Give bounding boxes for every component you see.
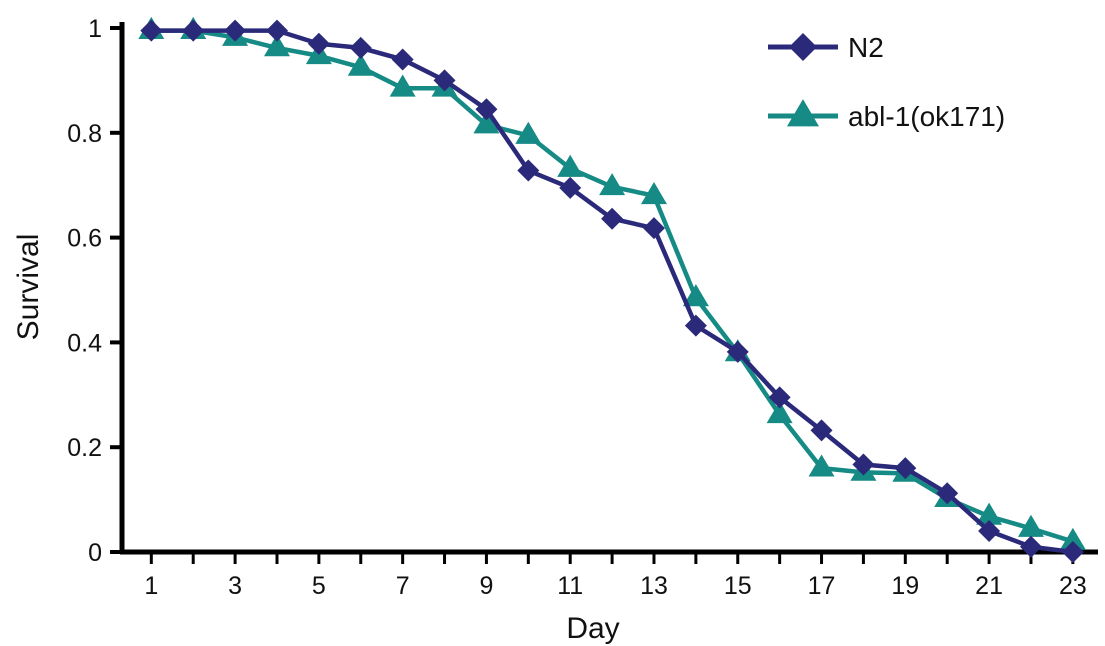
data-point <box>766 401 793 424</box>
data-point <box>1017 514 1044 537</box>
axes <box>119 22 1098 555</box>
x-ticks: 1 3 5 7 9 11 13 15 17 19 21 23 <box>144 552 1087 600</box>
x-tick-label: 23 <box>1059 572 1087 600</box>
legend-marker <box>789 33 817 61</box>
x-tick-label: 21 <box>975 572 1003 600</box>
series-n2 <box>140 19 1084 563</box>
legend-item-n2: N2 <box>768 32 884 63</box>
data-point <box>852 453 875 476</box>
data-point <box>140 19 163 42</box>
x-tick-label: 11 <box>557 572 583 600</box>
data-point <box>1061 541 1084 563</box>
data-point <box>601 207 624 230</box>
y-tick-label: 1 <box>88 15 102 43</box>
data-point <box>557 154 584 177</box>
data-point <box>433 69 456 92</box>
data-point <box>976 502 1003 525</box>
data-point <box>265 19 288 42</box>
legend-label: abl-1(ok171) <box>848 101 1005 132</box>
data-point <box>182 19 205 42</box>
legend: N2 abl-1(ok171) <box>768 32 1005 132</box>
data-point <box>263 34 290 57</box>
x-tick-label: 5 <box>312 572 326 600</box>
data-point <box>1019 535 1042 558</box>
data-point <box>768 386 791 409</box>
legend-item-abl-1: abl-1(ok171) <box>768 99 1005 132</box>
data-point <box>307 32 330 55</box>
y-axis-title: Survival <box>12 234 45 341</box>
y-tick-label: 0 <box>88 539 102 567</box>
x-tick-label: 15 <box>724 572 752 600</box>
x-tick-label: 1 <box>144 572 158 600</box>
data-point <box>640 181 667 205</box>
data-point <box>473 111 500 134</box>
series-abl-1 <box>138 16 1086 550</box>
data-point <box>389 74 416 97</box>
data-point <box>391 48 414 71</box>
y-tick-label: 0.2 <box>67 434 102 462</box>
data-point <box>642 217 665 240</box>
data-point <box>517 159 540 182</box>
data-point <box>349 36 372 59</box>
data-point <box>347 53 374 76</box>
data-point <box>936 482 959 505</box>
y-tick-label: 0.4 <box>67 329 102 357</box>
y-tick-label: 0.6 <box>67 225 102 253</box>
data-point <box>682 284 709 307</box>
x-tick-label: 19 <box>891 572 919 600</box>
data-point <box>559 176 582 199</box>
series-layer <box>138 16 1086 563</box>
x-tick-label: 13 <box>640 572 668 600</box>
data-point <box>599 173 626 196</box>
legend-label: N2 <box>848 32 884 63</box>
x-tick-label: 3 <box>228 572 242 600</box>
y-tick-label: 0.8 <box>67 120 102 148</box>
x-tick-label: 7 <box>396 572 410 600</box>
legend-marker <box>787 99 819 127</box>
data-point <box>894 457 917 480</box>
x-tick-label: 9 <box>479 572 493 600</box>
data-point <box>726 340 749 363</box>
data-point <box>978 520 1001 543</box>
y-ticks: 0 0.2 0.4 0.6 0.8 1 <box>67 15 122 567</box>
data-point <box>808 454 835 477</box>
data-point <box>475 98 498 121</box>
data-point <box>810 419 833 442</box>
data-point <box>1059 527 1086 550</box>
data-point <box>224 19 247 42</box>
data-point <box>684 314 707 337</box>
data-point <box>515 121 542 144</box>
x-axis-title: Day <box>566 612 619 645</box>
x-tick-label: 17 <box>808 572 836 600</box>
